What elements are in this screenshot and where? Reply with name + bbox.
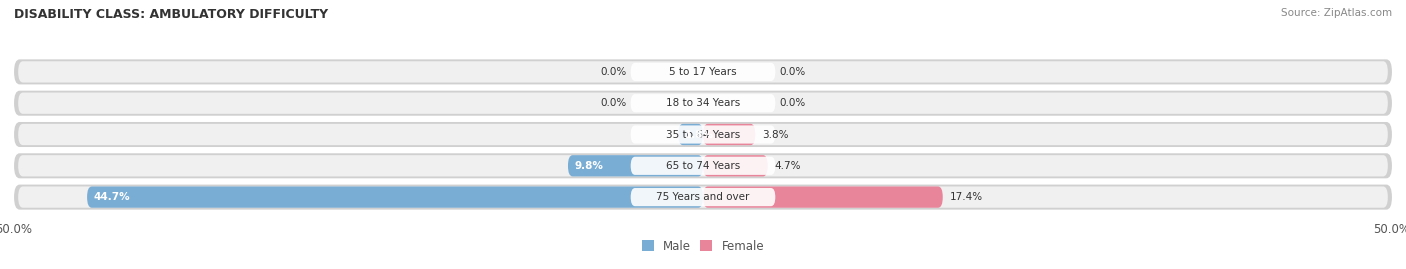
Text: 75 Years and over: 75 Years and over bbox=[657, 192, 749, 202]
FancyBboxPatch shape bbox=[568, 155, 703, 176]
Text: 18 to 34 Years: 18 to 34 Years bbox=[666, 98, 740, 108]
Text: 3.8%: 3.8% bbox=[762, 129, 789, 140]
FancyBboxPatch shape bbox=[631, 63, 775, 81]
Text: 35 to 64 Years: 35 to 64 Years bbox=[666, 129, 740, 140]
FancyBboxPatch shape bbox=[14, 153, 1392, 178]
FancyBboxPatch shape bbox=[18, 155, 1388, 176]
Text: 0.0%: 0.0% bbox=[779, 67, 806, 77]
FancyBboxPatch shape bbox=[18, 186, 1388, 208]
Text: 44.7%: 44.7% bbox=[94, 192, 131, 202]
Text: 5 to 17 Years: 5 to 17 Years bbox=[669, 67, 737, 77]
FancyBboxPatch shape bbox=[87, 186, 703, 208]
FancyBboxPatch shape bbox=[18, 93, 1388, 114]
FancyBboxPatch shape bbox=[14, 185, 1392, 210]
FancyBboxPatch shape bbox=[18, 124, 1388, 145]
Legend: Male, Female: Male, Female bbox=[641, 240, 765, 253]
FancyBboxPatch shape bbox=[14, 59, 1392, 84]
FancyBboxPatch shape bbox=[703, 155, 768, 176]
Text: 0.0%: 0.0% bbox=[600, 98, 627, 108]
Text: 0.0%: 0.0% bbox=[600, 67, 627, 77]
Text: 0.0%: 0.0% bbox=[779, 98, 806, 108]
Text: 1.8%: 1.8% bbox=[685, 129, 714, 140]
FancyBboxPatch shape bbox=[14, 122, 1392, 147]
FancyBboxPatch shape bbox=[703, 124, 755, 145]
FancyBboxPatch shape bbox=[14, 91, 1392, 116]
FancyBboxPatch shape bbox=[703, 186, 943, 208]
Text: 9.8%: 9.8% bbox=[575, 161, 603, 171]
FancyBboxPatch shape bbox=[18, 61, 1388, 83]
Text: Source: ZipAtlas.com: Source: ZipAtlas.com bbox=[1281, 8, 1392, 18]
FancyBboxPatch shape bbox=[631, 188, 775, 206]
FancyBboxPatch shape bbox=[631, 157, 775, 175]
Text: DISABILITY CLASS: AMBULATORY DIFFICULTY: DISABILITY CLASS: AMBULATORY DIFFICULTY bbox=[14, 8, 328, 21]
FancyBboxPatch shape bbox=[631, 94, 775, 112]
Text: 17.4%: 17.4% bbox=[949, 192, 983, 202]
FancyBboxPatch shape bbox=[631, 125, 775, 144]
FancyBboxPatch shape bbox=[678, 124, 703, 145]
Text: 4.7%: 4.7% bbox=[775, 161, 801, 171]
Text: 65 to 74 Years: 65 to 74 Years bbox=[666, 161, 740, 171]
